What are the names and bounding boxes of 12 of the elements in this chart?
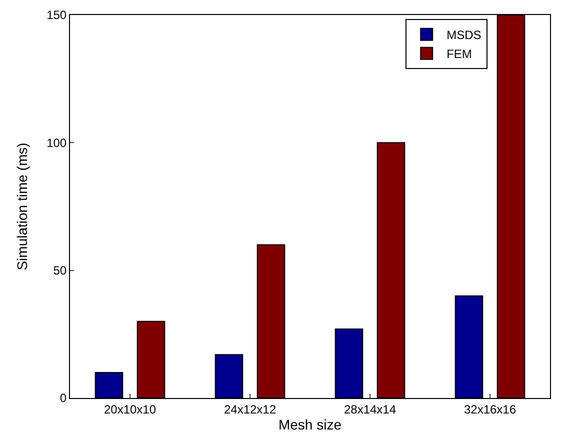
y-tick-label: 50 — [53, 264, 67, 278]
x-tick-label: 28x14x14 — [344, 402, 396, 416]
y-tick-label: 0 — [60, 391, 67, 406]
y-tick-label: 150 — [46, 8, 67, 22]
x-tick-label: 24x12x12 — [224, 402, 276, 416]
legend-label: FEM — [446, 47, 472, 62]
y-axis-title: Simulation time (ms) — [14, 142, 30, 270]
x-axis-title: Mesh size — [278, 416, 342, 433]
x-tick-label: 32x16x16 — [464, 402, 516, 416]
x-tick-label: 20x10x10 — [104, 402, 156, 416]
y-tick-label: 100 — [46, 136, 67, 150]
legend-label: MSDS — [446, 28, 482, 42]
